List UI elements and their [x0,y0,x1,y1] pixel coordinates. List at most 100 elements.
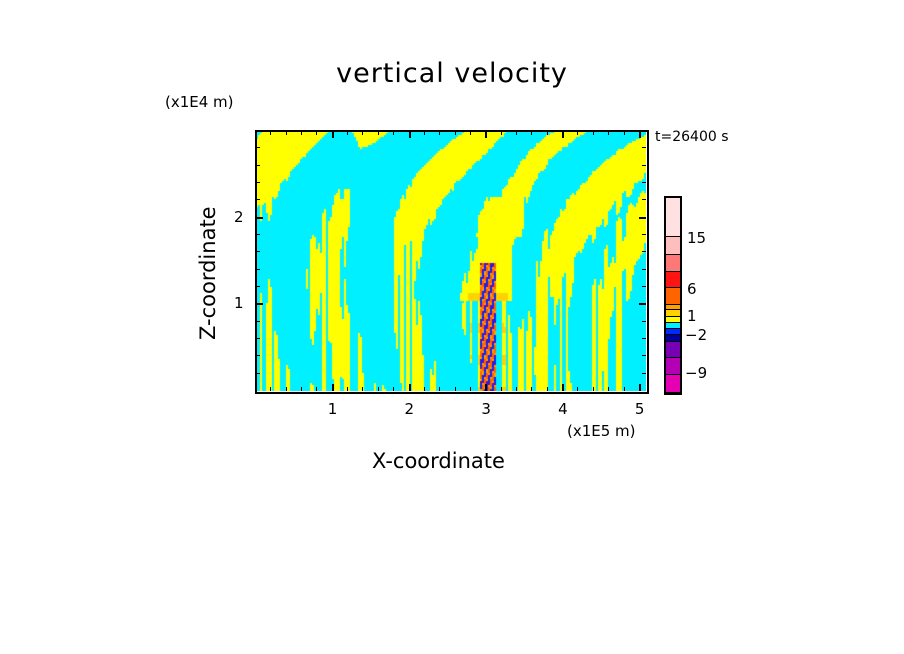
x-tick [347,131,349,135]
x-tick [577,387,579,391]
x-tick [377,131,379,135]
colorbar-bin [666,323,680,329]
x-tick [516,387,518,391]
x-tick [485,131,488,138]
x-tick [362,387,364,391]
y-tick [642,268,646,270]
x-tick [408,384,411,391]
colorbar-bin [666,341,680,359]
colorbar-bin [666,237,680,255]
x-tick [592,131,594,135]
x-tick [331,131,334,138]
colorbar-label: 1 [687,307,697,325]
colorbar-bin [666,316,680,324]
x-tick [316,131,318,135]
x-tick-label: 1 [327,400,338,418]
x-tick [546,131,548,135]
y-tick [256,251,260,253]
plot-frame [255,130,649,394]
x-tick [270,387,272,391]
x-tick [562,384,565,391]
x-tick [316,387,318,391]
x-tick [638,384,641,391]
y-tick [642,251,646,253]
y-tick [639,303,646,306]
x-tick [592,387,594,391]
y-tick [256,268,260,270]
x-tick [546,387,548,391]
x-tick [301,387,303,391]
y-tick [256,199,260,201]
x-tick [531,387,533,391]
colorbar-bin [666,272,680,289]
x-tick [301,131,303,135]
y-tick [642,372,646,374]
y-tick [642,199,646,201]
x-tick [393,387,395,391]
x-axis-label: X-coordinate [372,449,505,473]
y-tick [256,355,260,357]
x-tick [393,131,395,135]
y-tick [256,147,260,149]
y-tick-label: 2 [234,207,244,226]
x-tick [362,131,364,135]
x-tick [623,131,625,135]
y-tick [256,234,260,235]
y-tick [642,355,646,357]
colorbar-bin [666,309,680,317]
y-tick [256,338,260,339]
colorbar-bin [666,358,680,376]
y-tick [256,303,263,306]
x-axis-unit: (x1E5 m) [567,422,636,440]
x-tick-label: 2 [404,400,415,418]
y-tick [642,286,646,287]
y-axis-unit: (x1E4 m) [165,93,234,111]
y-tick [642,338,646,339]
x-tick [270,131,272,135]
y-tick [256,372,260,374]
y-tick [256,286,260,287]
x-tick [331,384,334,391]
y-tick [256,320,260,322]
colorbar-bin [666,198,680,238]
x-tick [439,131,441,135]
plot-area [255,130,649,394]
colorbar-bin [666,254,680,273]
y-tick-label: 1 [234,294,244,313]
x-tick [285,387,287,391]
x-tick-label: 5 [634,400,645,418]
colorbar-label: −9 [685,364,708,382]
x-tick [623,387,625,391]
x-tick-label: 4 [558,400,568,418]
y-tick [642,164,646,166]
x-tick [469,387,471,391]
x-tick [500,387,502,391]
x-tick [454,131,456,135]
x-tick [423,387,425,391]
time-label: t=26400 s [655,129,729,145]
x-tick [531,131,533,135]
y-tick [256,216,263,219]
y-tick [639,216,646,219]
colorbar-bin [666,288,680,305]
colorbar-bin [666,304,680,310]
x-tick [562,131,565,138]
colorbar-bin [666,328,680,336]
x-tick [638,131,641,138]
x-tick [423,131,425,135]
colorbar-label: 6 [687,280,697,298]
x-tick [285,131,287,135]
colorbar-label: 15 [687,229,707,247]
x-tick [608,387,610,391]
x-tick-label: 3 [481,400,491,418]
x-tick [608,131,610,135]
x-tick [577,131,579,135]
x-tick [485,384,488,391]
x-tick [454,387,456,391]
colorbar [664,196,682,395]
contour-field [256,131,646,391]
y-tick [642,320,646,322]
y-tick [642,182,646,183]
y-tick [256,182,260,183]
x-tick [469,131,471,135]
